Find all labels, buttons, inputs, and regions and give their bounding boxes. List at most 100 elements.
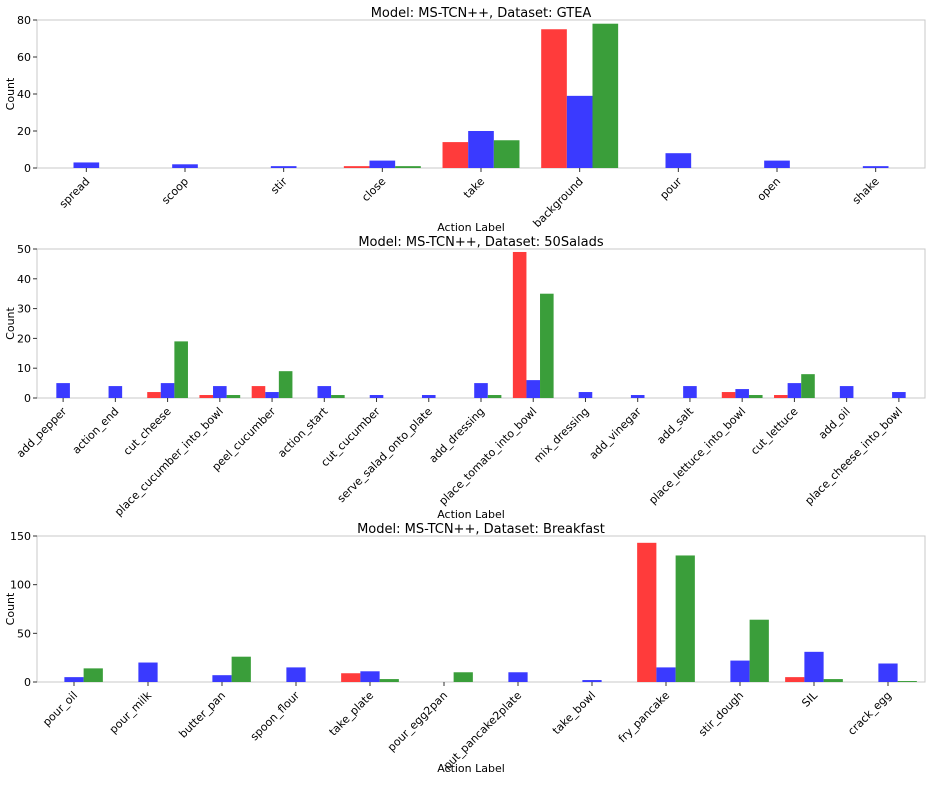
bar-blue-place_cucumber_into_bowl (213, 386, 227, 398)
x-tick-label: butter_pan (176, 689, 228, 741)
y-tick-label: 30 (17, 303, 31, 316)
y-tick-label: 0 (24, 162, 31, 175)
x-tick-label: action_end (70, 405, 122, 457)
x-tick-label: place_cheese_into_bowl (802, 405, 905, 508)
x-tick-label: place_tomato_into_bowl (436, 405, 539, 508)
bar-blue-add_pepper (56, 383, 70, 398)
bar-blue-shake (862, 166, 889, 168)
bar-green-cut_lettuce (801, 374, 815, 398)
bar-green-place_cucumber_into_bowl (226, 395, 241, 398)
y-tick-label: 20 (17, 332, 31, 345)
y-tick-label: 50 (17, 627, 31, 640)
y-tick-label: 60 (17, 51, 31, 64)
bar-blue-add_oil (839, 386, 854, 398)
bar-blue-take_bowl (582, 680, 602, 682)
x-tick-label: spoon_flour (248, 689, 303, 744)
bar-red-cut_lettuce (774, 395, 788, 398)
x-tick-label: serve_salad_onto_plate (335, 405, 435, 505)
bar-blue-butter_pan (212, 675, 232, 682)
chart-title: Model: MS-TCN++, Dataset: Breakfast (357, 522, 605, 537)
x-tick-label: put_pancake2plate (441, 689, 525, 773)
bar-blue-stir_dough (730, 660, 750, 682)
x-tick-label: background (531, 175, 586, 230)
x-tick-label: scoop (159, 175, 191, 207)
bar-green-action_start (331, 395, 345, 398)
bar-blue-close (369, 160, 396, 168)
bar-green-place_lettuce_into_bowl (748, 395, 763, 398)
y-tick-label: 150 (10, 530, 31, 543)
x-tick-label: stir (268, 175, 290, 197)
x-tick-label: spread (57, 175, 93, 211)
bar-red-SIL (785, 677, 805, 682)
bar-blue-serve_salad_onto_plate (421, 395, 436, 398)
bar-blue-action_start (317, 386, 332, 398)
bar-green-pour_egg2pan (453, 672, 473, 682)
bar-blue-put_pancake2plate (508, 672, 528, 682)
bar-blue-take (468, 131, 494, 168)
x-tick-label: open (755, 175, 784, 204)
x-tick-label: close (359, 175, 388, 204)
chart-panel-2: Model: MS-TCN++, Dataset: 50Salads Count A… (4, 235, 926, 521)
x-tick-label: fry_pancake (616, 689, 672, 745)
bar-blue-mix_dressing (578, 392, 593, 398)
x-tick-label: add_salt (654, 404, 696, 446)
bar-blue-peel_cucumber (265, 392, 279, 398)
x-tick-label: pour_egg2pan (385, 689, 450, 754)
chart-panel-3: Model: MS-TCN++, Dataset: Breakfast Count… (4, 522, 926, 775)
bar-red-place_lettuce_into_bowl (721, 392, 736, 398)
bar-blue-cut_cheese (160, 383, 175, 398)
bar-blue-spread (73, 162, 100, 168)
y-tick-label: 100 (10, 579, 31, 592)
bar-blue-place_cheese_into_bowl (892, 392, 906, 398)
bar-green-butter_pan (231, 656, 251, 682)
bar-green-cut_cheese (174, 341, 188, 398)
y-tick-label: 10 (17, 362, 31, 375)
bar-blue-take_plate (360, 671, 380, 682)
bar-blue-open (764, 160, 790, 168)
bar-blue-scoop (172, 164, 198, 168)
y-tick-label: 50 (17, 243, 31, 256)
x-tick-label: crack_egg (845, 689, 894, 738)
plot-frame (36, 248, 926, 399)
bar-green-fry_pancake (675, 555, 695, 682)
x-tick-label: add_pepper (14, 405, 70, 461)
bar-green-crack_egg (897, 681, 917, 682)
bar-blue-background (566, 95, 593, 168)
bar-blue-pour_oil (64, 677, 84, 682)
bar-green-add_dressing (487, 395, 502, 398)
x-tick-label: stir_dough (696, 689, 746, 739)
x-axis-label: Action Label (437, 762, 505, 775)
bar-blue-fry_pancake (656, 667, 676, 682)
bar-blue-SIL (804, 651, 824, 682)
bar-green-SIL (823, 679, 843, 682)
chart-panel-1: Model: MS-TCN++, Dataset: GTEA Count Actio… (4, 6, 926, 234)
y-axis-label: Count (4, 306, 17, 339)
bar-red-take_plate (341, 673, 361, 682)
x-tick-label: take_bowl (550, 689, 598, 737)
bar-blue-add_vinegar (630, 395, 645, 398)
bar-red-background (541, 29, 567, 168)
bar-blue-cut_cucumber (369, 395, 384, 398)
bar-green-place_tomato_into_bowl (540, 293, 554, 398)
bar-blue-place_lettuce_into_bowl (735, 389, 749, 398)
y-tick-label: 40 (17, 273, 31, 286)
bar-blue-pour (665, 153, 692, 168)
bar-blue-spoon_flour (286, 667, 306, 682)
y-tick-label: 0 (24, 392, 31, 405)
x-tick-label: cut_cheese (121, 405, 174, 458)
x-tick-label: pour (657, 175, 684, 202)
bar-green-pour_oil (83, 668, 103, 682)
bar-blue-place_tomato_into_bowl (526, 380, 541, 398)
x-tick-label: pour_milk (107, 688, 155, 736)
bar-red-place_tomato_into_bowl (512, 251, 527, 398)
x-tick-label: place_lettuce_into_bowl (646, 405, 748, 507)
bar-red-close (343, 166, 370, 168)
x-axis-label: Action Label (437, 508, 505, 521)
bar-green-peel_cucumber (278, 371, 293, 398)
y-tick-label: 40 (17, 88, 31, 101)
bar-green-background (592, 23, 619, 169)
bar-green-take (493, 140, 520, 168)
bar-blue-stir (270, 166, 297, 168)
y-tick-label: 80 (17, 14, 31, 27)
